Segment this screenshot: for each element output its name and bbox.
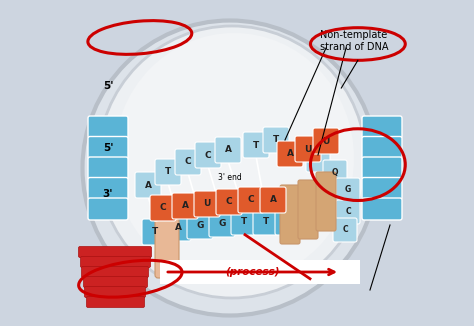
FancyBboxPatch shape [323,160,347,184]
FancyBboxPatch shape [195,142,221,168]
FancyBboxPatch shape [362,137,402,158]
FancyBboxPatch shape [333,218,357,242]
FancyBboxPatch shape [142,219,168,245]
FancyBboxPatch shape [81,257,151,268]
Text: (process): (process) [225,267,279,277]
FancyBboxPatch shape [83,276,147,288]
FancyBboxPatch shape [88,137,128,158]
Text: C: C [185,157,191,167]
Text: Non-template
strand of DNA: Non-template strand of DNA [320,30,389,52]
Text: 3': 3' [103,189,113,199]
FancyBboxPatch shape [160,260,360,284]
FancyBboxPatch shape [298,180,318,239]
Text: A: A [270,196,276,204]
Text: C: C [248,196,255,204]
Text: T: T [165,168,171,176]
Text: A: A [174,224,182,232]
FancyBboxPatch shape [362,177,402,200]
Text: C: C [205,151,211,159]
FancyBboxPatch shape [295,136,321,162]
Text: U: U [203,200,210,209]
Text: U: U [304,144,312,154]
Text: 3' end: 3' end [218,172,242,182]
Text: T: T [241,217,247,227]
Text: T: T [152,228,158,236]
FancyBboxPatch shape [253,209,279,235]
Text: 5': 5' [103,143,113,153]
Text: U: U [322,137,330,145]
Text: C: C [342,226,348,234]
FancyBboxPatch shape [194,191,220,217]
FancyBboxPatch shape [175,149,201,175]
Ellipse shape [98,26,366,298]
Ellipse shape [82,21,377,316]
Text: G: G [219,219,226,229]
FancyBboxPatch shape [86,297,145,307]
FancyBboxPatch shape [238,187,264,213]
Text: 5': 5' [103,82,113,91]
FancyBboxPatch shape [275,209,301,235]
FancyBboxPatch shape [155,159,181,185]
Text: G: G [345,185,351,195]
Ellipse shape [114,33,354,283]
FancyBboxPatch shape [165,215,191,241]
FancyBboxPatch shape [216,189,242,215]
FancyBboxPatch shape [88,198,128,220]
FancyBboxPatch shape [79,246,152,258]
FancyBboxPatch shape [260,187,286,213]
Text: A: A [286,150,293,158]
FancyBboxPatch shape [243,132,269,158]
Text: T: T [315,156,321,165]
Text: Q: Q [332,168,338,176]
FancyBboxPatch shape [215,137,241,163]
Text: T: T [263,217,269,227]
FancyBboxPatch shape [82,266,148,277]
Text: A: A [284,217,292,227]
Text: C: C [160,203,166,213]
FancyBboxPatch shape [150,195,176,221]
FancyBboxPatch shape [231,209,257,235]
FancyBboxPatch shape [155,212,179,278]
FancyBboxPatch shape [313,128,339,154]
Text: C: C [226,198,232,206]
FancyBboxPatch shape [362,198,402,220]
Text: A: A [145,181,152,189]
FancyBboxPatch shape [84,287,146,298]
Text: A: A [182,201,189,211]
FancyBboxPatch shape [135,172,161,198]
Text: C: C [345,208,351,216]
Text: T: T [253,141,259,150]
Text: T: T [273,136,279,144]
Text: G: G [196,221,204,230]
FancyBboxPatch shape [172,193,198,219]
FancyBboxPatch shape [306,148,330,172]
FancyBboxPatch shape [88,157,128,179]
FancyBboxPatch shape [280,185,300,244]
FancyBboxPatch shape [209,211,235,237]
Text: A: A [225,145,231,155]
FancyBboxPatch shape [316,172,336,231]
FancyBboxPatch shape [88,177,128,200]
FancyBboxPatch shape [88,116,128,138]
FancyBboxPatch shape [362,157,402,179]
FancyBboxPatch shape [277,141,303,167]
FancyBboxPatch shape [187,213,213,239]
FancyBboxPatch shape [336,178,360,202]
FancyBboxPatch shape [263,127,289,153]
FancyBboxPatch shape [336,200,360,224]
FancyBboxPatch shape [362,116,402,138]
